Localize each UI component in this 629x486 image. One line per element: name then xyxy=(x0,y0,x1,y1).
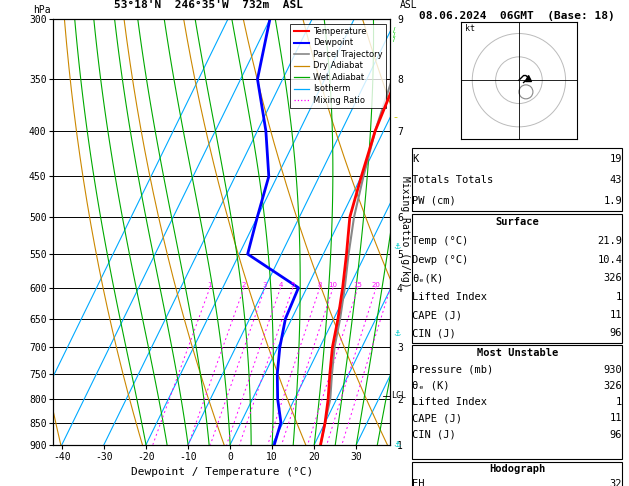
Text: 326: 326 xyxy=(604,381,622,391)
Bar xyxy=(413,462,622,486)
Text: /: / xyxy=(393,32,396,38)
Text: PW (cm): PW (cm) xyxy=(413,196,456,206)
Text: 2: 2 xyxy=(242,282,246,288)
Text: ⚓: ⚓ xyxy=(393,329,401,338)
Text: /: / xyxy=(393,36,396,42)
Text: 20: 20 xyxy=(372,282,381,288)
Bar xyxy=(413,214,622,343)
Text: 96: 96 xyxy=(610,430,622,440)
Text: Dewp (°C): Dewp (°C) xyxy=(413,255,469,265)
Text: 4: 4 xyxy=(279,282,282,288)
Text: 1: 1 xyxy=(616,292,622,302)
X-axis label: Dewpoint / Temperature (°C): Dewpoint / Temperature (°C) xyxy=(131,467,313,477)
Text: 15: 15 xyxy=(353,282,362,288)
Text: Totals Totals: Totals Totals xyxy=(413,175,494,185)
Text: 8: 8 xyxy=(318,282,322,288)
Text: CAPE (J): CAPE (J) xyxy=(413,414,462,423)
Text: θₑ (K): θₑ (K) xyxy=(413,381,450,391)
Text: 08.06.2024  06GMT  (Base: 18): 08.06.2024 06GMT (Base: 18) xyxy=(420,11,615,21)
Text: Lifted Index: Lifted Index xyxy=(413,292,487,302)
Bar xyxy=(413,345,622,459)
Text: Temp (°C): Temp (°C) xyxy=(413,236,469,246)
Text: ⚓: ⚓ xyxy=(393,440,401,449)
Text: LCL: LCL xyxy=(391,391,406,400)
Text: 11: 11 xyxy=(610,414,622,423)
Text: θₑ(K): θₑ(K) xyxy=(413,273,443,283)
Text: Most Unstable: Most Unstable xyxy=(477,348,558,358)
Text: Lifted Index: Lifted Index xyxy=(413,397,487,407)
Text: 1.9: 1.9 xyxy=(604,196,622,206)
Text: CIN (J): CIN (J) xyxy=(413,430,456,440)
Text: km
ASL: km ASL xyxy=(400,0,418,10)
Text: 96: 96 xyxy=(610,329,622,338)
Text: ⚓: ⚓ xyxy=(393,243,401,251)
Text: 10: 10 xyxy=(328,282,338,288)
Text: /: / xyxy=(393,27,396,34)
Text: 3: 3 xyxy=(263,282,267,288)
Text: 10.4: 10.4 xyxy=(598,255,622,265)
Text: 53°18'N  246°35'W  732m  ASL: 53°18'N 246°35'W 732m ASL xyxy=(114,0,303,10)
Text: 1: 1 xyxy=(208,282,212,288)
Y-axis label: Mixing Ratio (g/kg): Mixing Ratio (g/kg) xyxy=(400,176,409,288)
Text: Hodograph: Hodograph xyxy=(489,464,545,474)
Text: 11: 11 xyxy=(610,310,622,320)
Text: 19: 19 xyxy=(610,154,622,164)
Text: Surface: Surface xyxy=(496,217,539,227)
Text: K: K xyxy=(413,154,419,164)
Bar xyxy=(413,148,622,211)
Text: -: - xyxy=(393,112,397,122)
Text: 1: 1 xyxy=(616,397,622,407)
Text: 32: 32 xyxy=(610,479,622,486)
Text: 930: 930 xyxy=(604,364,622,375)
Legend: Temperature, Dewpoint, Parcel Trajectory, Dry Adiabat, Wet Adiabat, Isotherm, Mi: Temperature, Dewpoint, Parcel Trajectory… xyxy=(291,24,386,108)
Text: CAPE (J): CAPE (J) xyxy=(413,310,462,320)
Text: CIN (J): CIN (J) xyxy=(413,329,456,338)
Text: 5: 5 xyxy=(291,282,295,288)
Text: 326: 326 xyxy=(604,273,622,283)
Text: kt: kt xyxy=(465,24,476,33)
Text: 21.9: 21.9 xyxy=(598,236,622,246)
Text: EH: EH xyxy=(413,479,425,486)
Text: Pressure (mb): Pressure (mb) xyxy=(413,364,494,375)
Text: 43: 43 xyxy=(610,175,622,185)
Text: hPa: hPa xyxy=(33,4,50,15)
